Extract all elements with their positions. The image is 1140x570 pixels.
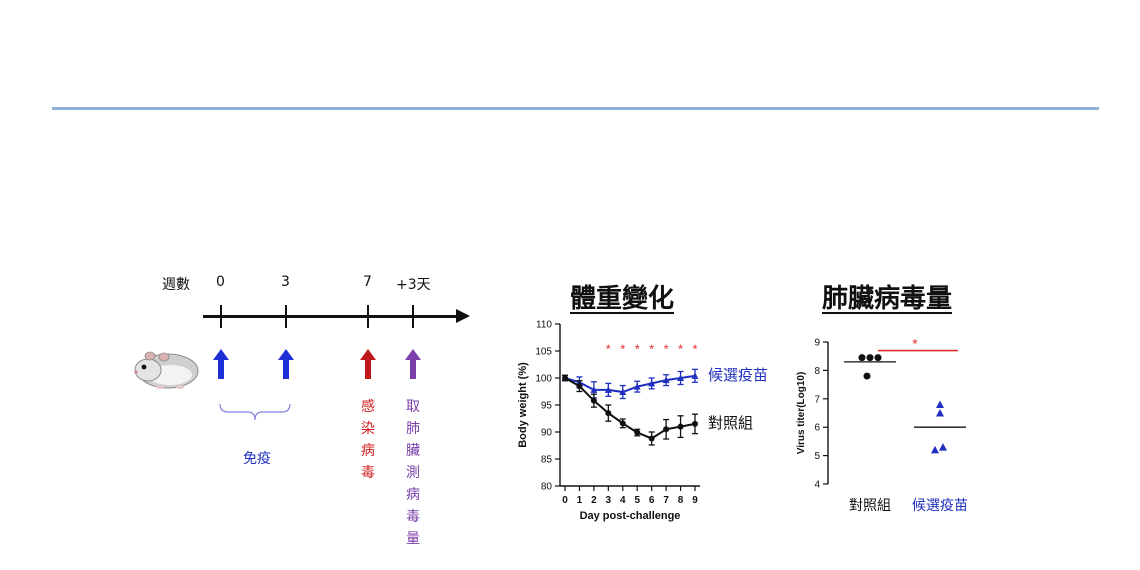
data-point xyxy=(604,386,612,393)
y-tick-label: 90 xyxy=(541,428,553,439)
y-tick-label: 9 xyxy=(814,338,820,349)
data-point xyxy=(939,443,947,451)
body-weight-chart: 80 85 90 95 100 105 110 0 1 2 3 4 5 6 7 8 9 Day post-chal… xyxy=(517,320,700,522)
virus-titer-chart: 4 5 6 7 8 9 Virus titer(Log10) 對照組 候選疫苗 * xyxy=(796,336,968,513)
infection-arrow-icon xyxy=(360,349,376,379)
x-tick-label: 2 xyxy=(591,495,597,506)
x-tick-label: 1 xyxy=(577,495,583,506)
data-point xyxy=(576,383,583,390)
timeline-tick-0 xyxy=(220,305,222,328)
data-point xyxy=(605,410,612,417)
significance-star: * xyxy=(678,342,683,357)
immunize-arrow-week0-icon xyxy=(213,349,229,379)
x-tick-label: 3 xyxy=(606,495,612,506)
significance-star: * xyxy=(912,336,918,352)
data-point xyxy=(562,375,568,381)
weeks-label: 週數 xyxy=(162,277,190,293)
data-point xyxy=(858,354,866,362)
x-tick-label: 7 xyxy=(663,495,669,506)
timeline-tick-3 xyxy=(285,305,287,328)
data-point xyxy=(863,372,871,380)
x-tick-label: 8 xyxy=(678,495,684,506)
titer-chart-title: 肺臟病毒量 xyxy=(822,284,953,314)
vaccine-series-label: 候選疫苗 xyxy=(708,366,769,384)
week-0-label: 0 xyxy=(216,274,225,290)
immunize-arrow-week3-icon xyxy=(278,349,294,379)
y-tick-label: 8 xyxy=(814,366,820,377)
data-point xyxy=(936,400,944,408)
x-tick-label: 9 xyxy=(692,495,698,506)
sample-label: 取肺臟測病毒量 xyxy=(406,399,420,547)
data-point xyxy=(634,429,641,436)
y-tick-label: 80 xyxy=(541,482,553,493)
immunize-label: 免疫 xyxy=(243,451,271,467)
data-point xyxy=(866,354,874,362)
week-3-label: 3 xyxy=(281,274,290,290)
category-label: 候選疫苗 xyxy=(912,497,968,513)
data-point xyxy=(692,420,698,427)
x-tick-label: 0 xyxy=(562,495,568,506)
significance-star: * xyxy=(692,342,697,357)
data-point xyxy=(619,420,626,427)
significance-star: * xyxy=(606,342,611,357)
data-point xyxy=(662,376,670,384)
data-point xyxy=(874,354,882,362)
y-axis-label: Virus titer(Log10) xyxy=(796,372,807,455)
y-tick-label: 110 xyxy=(536,320,552,331)
x-tick-label: 6 xyxy=(649,495,655,506)
data-point xyxy=(590,397,597,404)
sampling-arrow-icon xyxy=(405,349,421,379)
week-7-label: 7 xyxy=(363,274,372,290)
x-tick-label: 4 xyxy=(620,495,626,506)
plus-3-days-label: +3天 xyxy=(396,277,431,293)
y-tick-label: 105 xyxy=(535,347,552,358)
timeline-tick-plus3 xyxy=(412,305,414,328)
y-tick-label: 7 xyxy=(814,394,820,405)
y-axis-label: Body weight (%) xyxy=(517,362,529,448)
significance-star: * xyxy=(664,342,669,357)
timeline-arrowhead xyxy=(456,309,470,323)
y-tick-label: 6 xyxy=(814,423,820,434)
timeline-axis xyxy=(203,315,461,318)
y-tick-label: 5 xyxy=(814,451,820,462)
data-point xyxy=(648,379,656,387)
weight-chart-title: 體重變化 xyxy=(570,284,675,314)
data-point xyxy=(663,426,670,433)
data-point xyxy=(677,423,684,430)
x-tick-label: 5 xyxy=(634,495,640,506)
y-tick-label: 4 xyxy=(814,480,820,491)
x-axis-label: Day post-challenge xyxy=(580,510,681,522)
data-point xyxy=(691,372,699,379)
category-label: 對照組 xyxy=(849,497,891,513)
control-series-label: 對照組 xyxy=(708,414,754,432)
y-tick-label: 100 xyxy=(535,374,552,385)
hamster-icon xyxy=(134,351,199,389)
series-line-0 xyxy=(564,374,696,394)
data-point xyxy=(633,383,641,390)
data-point xyxy=(590,386,598,393)
data-point xyxy=(677,374,685,381)
timeline-tick-7 xyxy=(367,305,369,328)
significance-star: * xyxy=(635,342,640,357)
immunize-brace xyxy=(219,403,291,421)
data-point xyxy=(648,435,655,442)
header-divider xyxy=(52,107,1099,110)
significance-star: * xyxy=(649,342,654,357)
data-point xyxy=(931,445,939,454)
data-point xyxy=(936,409,944,417)
significance-star: * xyxy=(620,342,625,357)
data-point xyxy=(619,388,627,396)
y-tick-label: 95 xyxy=(541,401,553,412)
infect-label: 感染病毒 xyxy=(361,399,375,481)
y-tick-label: 85 xyxy=(541,455,553,466)
series-line-1 xyxy=(564,377,696,440)
